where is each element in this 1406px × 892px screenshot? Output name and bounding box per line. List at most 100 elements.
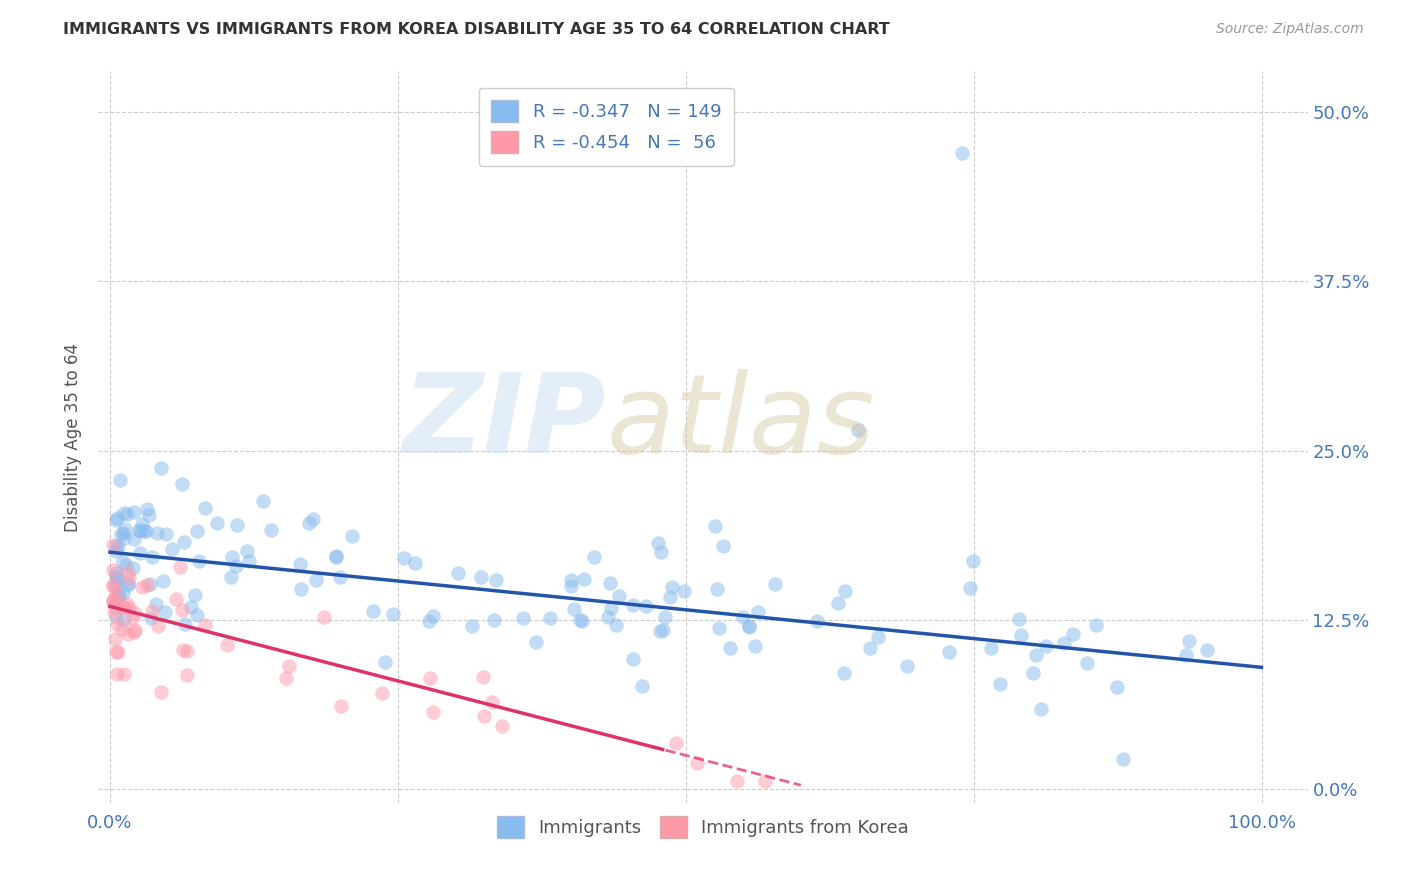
Point [121,560,143,574]
Point [107,540,129,554]
Point [654,609,676,624]
Point [571,614,593,628]
Point [718,641,741,656]
Point [105,511,128,525]
Point [418,614,440,628]
Point [103,538,125,552]
Point [132,524,155,539]
Text: ZIP: ZIP [402,369,606,476]
Point [225,559,247,574]
Point [131,516,153,531]
Point [277,659,299,673]
Point [482,613,505,627]
Point [290,582,312,597]
Point [725,774,748,789]
Point [136,501,159,516]
Point [630,679,652,693]
Point [176,643,198,657]
Y-axis label: Disability Age 35 to 64: Disability Age 35 to 64 [65,343,83,532]
Point [122,505,145,519]
Point [1112,752,1135,766]
Point [252,494,274,508]
Point [146,618,169,632]
Point [135,524,157,538]
Point [1010,627,1032,641]
Point [582,549,605,564]
Point [170,476,193,491]
Point [103,563,125,577]
Point [461,619,484,633]
Point [707,621,730,635]
Point [131,580,153,594]
Point [104,543,127,558]
Point [105,667,128,681]
Point [1076,656,1098,670]
Point [485,573,508,587]
Point [738,619,761,633]
Point [685,756,707,770]
Point [832,666,855,681]
Point [325,549,347,564]
Point [149,685,172,699]
Point [392,551,415,566]
Point [176,668,198,682]
Point [572,572,595,586]
Point [607,589,630,603]
Point [301,511,323,525]
Point [959,582,981,596]
Point [104,599,127,614]
Point [111,622,134,636]
Point [1022,666,1045,681]
Text: Source: ZipAtlas.com: Source: ZipAtlas.com [1216,22,1364,37]
Point [139,577,162,591]
Point [117,626,139,640]
Point [330,699,353,714]
Point [104,587,127,601]
Point [569,613,592,627]
Point [305,573,328,587]
Point [859,640,882,655]
Point [226,518,249,533]
Point [1025,648,1047,662]
Point [219,569,242,583]
Point [560,574,582,588]
Point [124,606,146,620]
Point [422,705,444,719]
Point [112,600,135,615]
Point [276,671,298,685]
Point [562,601,585,615]
Point [107,590,129,604]
Point [599,576,621,591]
Point [711,540,734,554]
Point [110,473,132,487]
Point [636,599,658,614]
Point [194,618,217,632]
Point [1029,702,1052,716]
Point [145,597,167,611]
Point [848,423,870,437]
Point [112,532,135,546]
Point [731,609,754,624]
Point [419,671,441,685]
Point [111,599,134,614]
Point [1035,639,1057,653]
Point [118,601,141,615]
Point [236,544,259,558]
Point [1008,612,1031,626]
Point [107,588,129,602]
Point [1052,636,1074,650]
Point [155,526,177,541]
Point [114,522,136,536]
Point [621,599,644,613]
Point [205,516,228,530]
Point [650,545,672,559]
Point [980,640,1002,655]
Point [122,532,145,546]
Point [188,554,211,568]
Point [672,584,695,599]
Point [114,613,136,627]
Point [165,592,187,607]
Point [103,605,125,619]
Point [115,597,138,611]
Point [470,570,492,584]
